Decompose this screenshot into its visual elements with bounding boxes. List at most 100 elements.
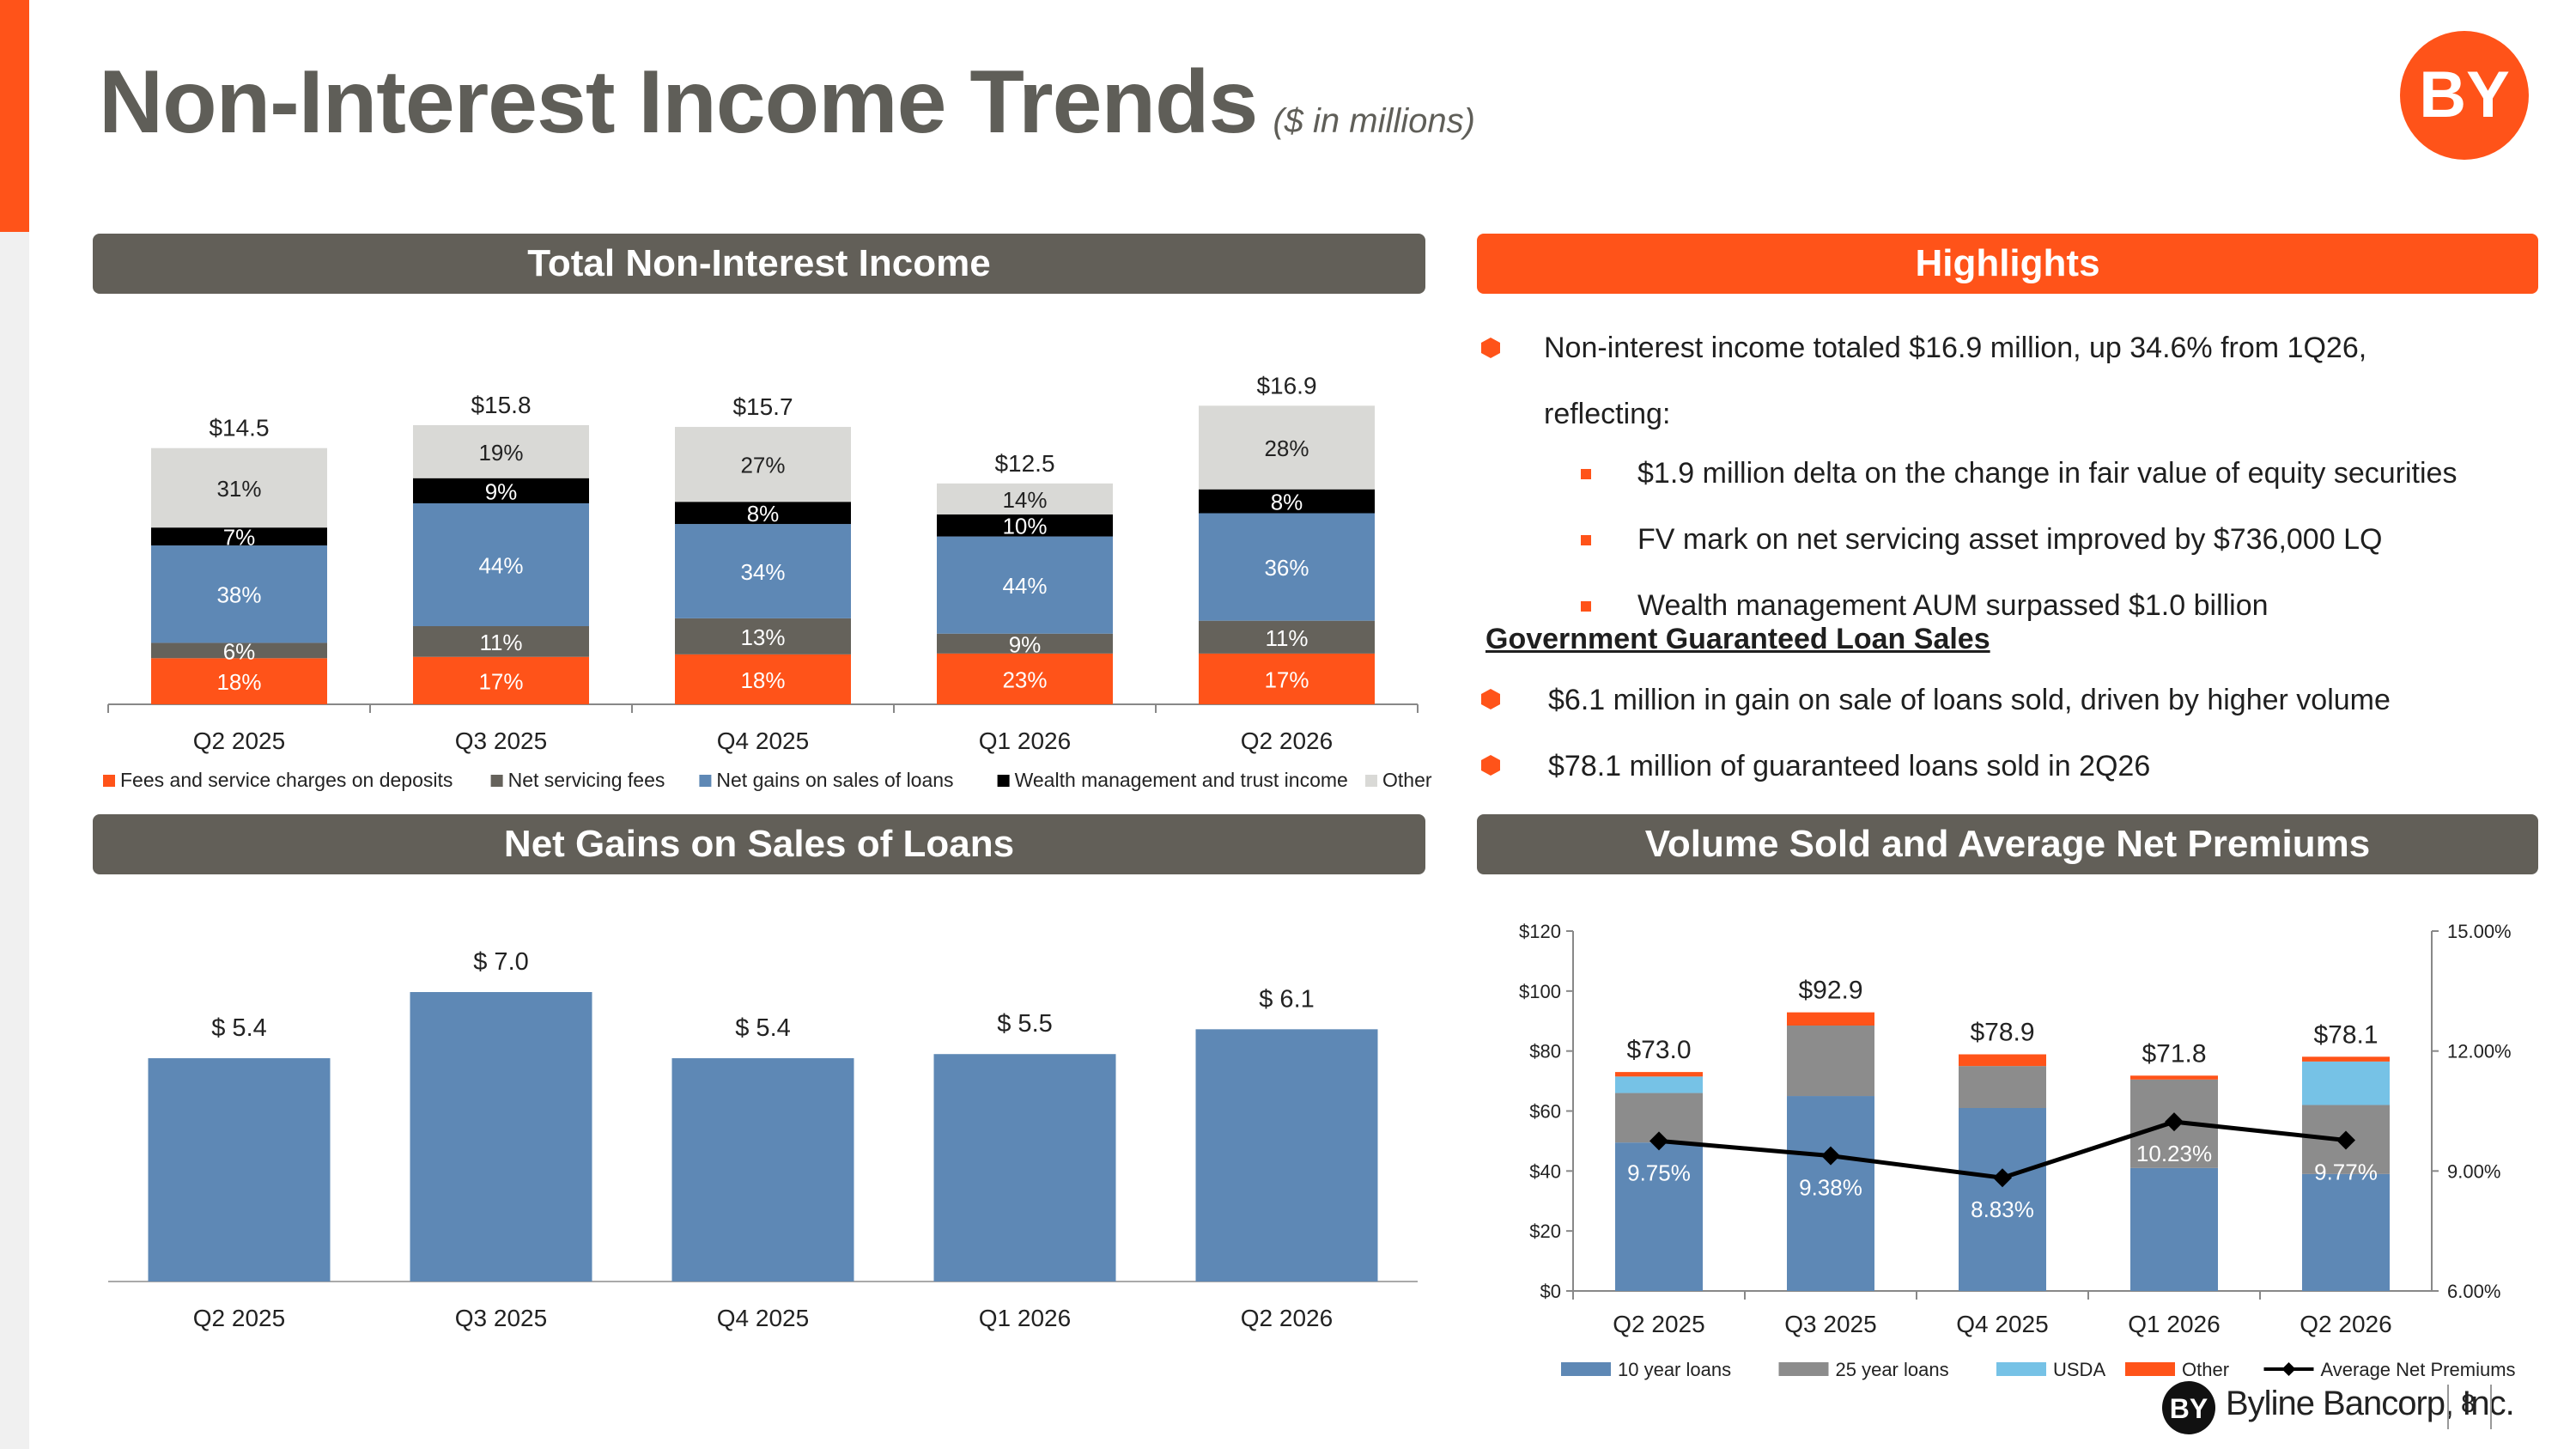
legend-label: 25 year loans: [1836, 1359, 1949, 1380]
bar-segment: [675, 618, 851, 654]
bar-segment: [1199, 513, 1375, 621]
hexagon-bullet-icon: [1481, 338, 1500, 358]
volume-sold-chart: $0 $20 $40 $60 $80 $100 $120 6.00% 9.00% 12.00% 15…: [1519, 921, 2516, 1380]
y-tick-label: $120: [1519, 921, 1561, 942]
y-tick-label: $100: [1519, 981, 1561, 1002]
bar-segment: [1787, 1025, 1874, 1097]
total-label: $16.9: [1256, 372, 1316, 399]
highlight-line: Non-interest income totaled $16.9 millio…: [1544, 332, 2367, 364]
footer-logo-text: BY: [2170, 1393, 2208, 1424]
bar: [410, 992, 592, 1282]
logo-text: BY: [2419, 58, 2510, 131]
bar-segment: [1959, 1066, 2046, 1109]
data-label: 9%: [485, 478, 518, 504]
data-label: 11%: [479, 630, 522, 655]
x-tick-label: Q2 2025: [193, 1305, 285, 1331]
total-label: $78.1: [2313, 1020, 2378, 1049]
highlight-sub-item: FV mark on net servicing asset improved …: [1637, 523, 2383, 556]
bar-segment: [1959, 1108, 2046, 1291]
data-label: 44%: [478, 552, 523, 578]
bar-segment: [151, 545, 327, 643]
bar-segment: [151, 447, 327, 528]
data-label: 44%: [1002, 573, 1047, 599]
data-label: 18%: [216, 669, 261, 695]
line-label: 9.75%: [1627, 1160, 1691, 1185]
bar-segment: [1199, 405, 1375, 490]
bar-segment: [1615, 1072, 1703, 1077]
y2-tick-label: 12.00%: [2447, 1041, 2512, 1062]
highlight-line: $78.1 million of guaranteed loans sold i…: [1548, 750, 2151, 782]
data-label: 10%: [1002, 514, 1047, 539]
highlight-line-continued: reflecting:: [1544, 398, 1671, 430]
bar-segment: [413, 502, 589, 626]
y-tick-label: $20: [1529, 1221, 1561, 1242]
value-label: $ 5.4: [735, 1014, 791, 1042]
data-label: 38%: [216, 582, 261, 608]
data-label: 23%: [1002, 667, 1047, 692]
bar-segment: [1787, 1012, 1874, 1026]
total-label: $71.8: [2142, 1039, 2206, 1068]
y-tick-label: $0: [1540, 1281, 1561, 1302]
bar-segment: [2302, 1173, 2390, 1291]
legend-label: Net gains on sales of loans: [716, 769, 953, 791]
square-bullet-icon: [1581, 469, 1591, 479]
footer-divider: [2490, 1385, 2492, 1429]
y2-tick-label: 9.00%: [2447, 1160, 2500, 1182]
bar: [671, 1058, 854, 1282]
line-label: 10.23%: [2136, 1141, 2212, 1166]
page-number: 8: [2461, 1390, 2476, 1418]
total-label: $15.8: [471, 392, 531, 418]
bar-segment: [1615, 1142, 1703, 1291]
legend-label: 10 year loans: [1618, 1359, 1731, 1380]
data-label: 9%: [1009, 631, 1042, 657]
square-bullet-icon: [1581, 535, 1591, 545]
legend-label: Average Net Premiums: [2321, 1359, 2516, 1380]
y2-tick-label: 15.00%: [2447, 921, 2512, 942]
bar-segment: [937, 633, 1113, 654]
panel-header-volume-sold: Volume Sold and Average Net Premiums: [1477, 814, 2538, 874]
panel-header-total-non-interest-income: Total Non-Interest Income: [93, 234, 1425, 294]
data-label: 8%: [1271, 490, 1303, 515]
line-label: 9.38%: [1799, 1175, 1862, 1201]
legend-label: Net servicing fees: [508, 769, 665, 791]
footer-logo-icon: BY: [2162, 1381, 2215, 1434]
data-label: 34%: [740, 559, 785, 585]
data-label: 19%: [478, 440, 523, 466]
legend-swatch: [997, 775, 1010, 787]
legend-swatch: [1996, 1362, 2046, 1376]
bar-segment: [675, 502, 851, 525]
bar-segment: [1615, 1076, 1703, 1093]
y-tick-label: $80: [1529, 1041, 1561, 1062]
x-tick-label: Q3 2025: [455, 1305, 547, 1331]
bar: [1195, 1029, 1378, 1282]
x-tick-label: Q2 2026: [1241, 728, 1333, 754]
line-point: [1649, 1131, 1668, 1151]
x-tick-label: Q2 2025: [1613, 1311, 1704, 1337]
footer-company-name: Byline Bancorp, Inc.: [2226, 1385, 2515, 1422]
panel-header-net-gains: Net Gains on Sales of Loans: [93, 814, 1425, 874]
bar: [933, 1054, 1116, 1282]
bar-segment: [1199, 653, 1375, 704]
bar-segment: [1199, 489, 1375, 514]
bar-segment: [413, 478, 589, 503]
data-label: 14%: [1002, 487, 1047, 513]
legend-swatch: [490, 775, 503, 787]
footer-divider: [2447, 1385, 2449, 1429]
bar-segment: [937, 514, 1113, 537]
bar-segment: [1959, 1054, 2046, 1067]
x-tick-label: Q1 2026: [979, 1305, 1071, 1331]
data-label: 17%: [1264, 667, 1309, 692]
data-label: 11%: [1265, 625, 1308, 651]
bar-segment: [937, 483, 1113, 514]
y-tick-label: $60: [1529, 1101, 1561, 1123]
total-label: $12.5: [994, 450, 1054, 477]
bar-segment: [413, 424, 589, 478]
data-label: 7%: [223, 525, 256, 551]
page-title-text: Non-Interest Income Trends: [99, 52, 1258, 152]
line-point: [2165, 1112, 2184, 1132]
data-label: 36%: [1264, 555, 1309, 581]
x-tick-label: Q2 2026: [1241, 1305, 1333, 1331]
legend-label: Wealth management and trust income: [1015, 769, 1348, 791]
byline-logo-icon: BY: [2400, 31, 2529, 160]
highlights-panel: Non-interest income totaled $16.9 millio…: [1481, 326, 2537, 807]
